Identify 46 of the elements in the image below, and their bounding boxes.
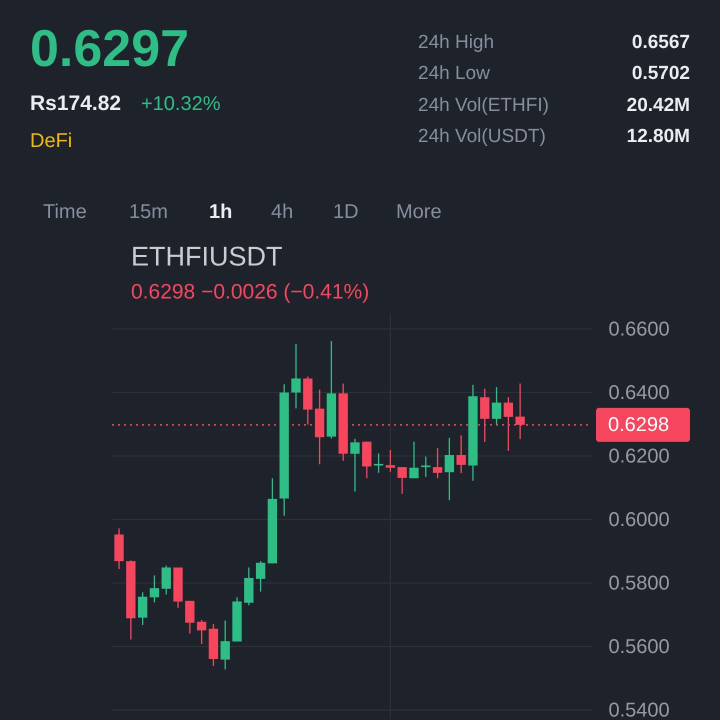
y-tick-label: 0.6000 [608,509,670,532]
text: 1D [333,201,359,223]
ref-line-label: 0.6298 [608,414,670,436]
y-tick-label: 0.5400 [608,700,670,720]
text: 24h High [418,32,494,53]
text: 0.5702 [632,63,690,84]
text: DeFi [30,130,72,152]
chart-title: ETHFIUSDT [131,241,282,272]
candlestick [162,564,171,596]
candlestick [374,452,384,474]
candlestick [397,466,407,494]
candlestick [185,600,195,634]
text: Rs174.82 [30,92,122,115]
candlestick [421,456,430,478]
text: More [396,201,442,223]
chart-subtitle: 0.6298 −0.0026 (−0.41%) [131,280,370,304]
text: 24h Vol(USDT) [418,126,546,147]
candlestick [409,441,419,479]
candlestick [350,438,360,492]
text: +10.32% [141,93,221,115]
y-tick-label: 0.5800 [608,572,670,595]
text: 15m [129,201,168,223]
candlestick [220,620,230,670]
candlestick [386,449,396,473]
candlestick [456,434,466,474]
y-tick-label: 0.5600 [608,636,670,658]
candlestick [196,619,206,645]
candlestick [444,437,454,501]
text: 1h [209,201,232,223]
text: Time [43,201,87,223]
candlestick [492,386,502,426]
text: 12.80M [626,126,690,147]
candlestick [432,447,442,479]
candlestick [150,574,160,604]
y-tick-label: 0.6600 [608,318,670,340]
text: 24h Vol(ETHFI) [418,95,549,116]
y-tick-label: 0.6200 [608,445,670,468]
text: 0.6297 [30,20,190,78]
text: 24h Low [418,63,490,84]
candlestick [256,560,266,592]
candlestick [138,592,148,626]
candlestick [291,343,301,409]
text: 20.42M [626,95,690,116]
text: 0.6567 [632,32,690,53]
y-tick-label: 0.6400 [608,382,670,404]
text: 4h [271,201,294,223]
